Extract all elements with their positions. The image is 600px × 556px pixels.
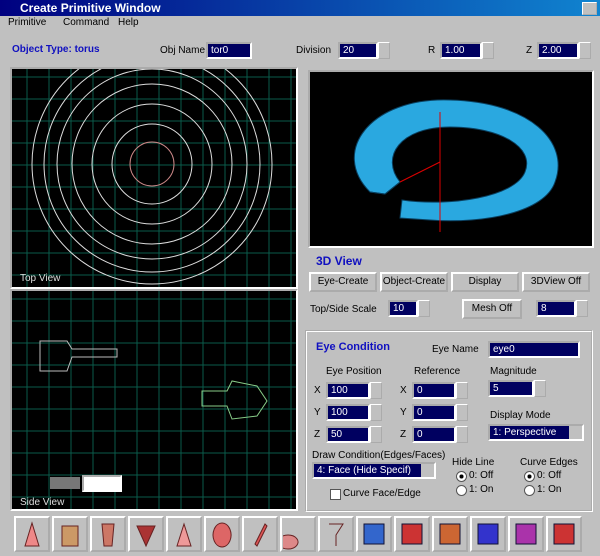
view-button[interactable]: Eye-Create: [309, 272, 377, 292]
reference-field[interactable]: 0: [412, 404, 456, 421]
tool-button[interactable]: [52, 516, 88, 552]
spin-button[interactable]: [370, 382, 382, 399]
spin-button[interactable]: [579, 42, 591, 59]
radio-label: 0: Off: [469, 470, 494, 481]
side-view-canvas: [12, 291, 296, 509]
r-field[interactable]: 1.00: [440, 42, 482, 59]
radio-label: 0: Off: [537, 470, 562, 481]
axis-label: X: [400, 385, 407, 396]
view-label: 3D View: [316, 254, 362, 268]
view-label: Side View: [20, 497, 65, 508]
axis-label: Y: [314, 407, 321, 418]
reference-field[interactable]: 0: [412, 382, 456, 399]
top-view-canvas: [12, 43, 296, 287]
spin-button[interactable]: [418, 300, 430, 317]
spin-button[interactable]: [534, 380, 546, 397]
eye-condition-panel: [305, 330, 593, 512]
axis-label: Z: [314, 429, 321, 440]
checkbox[interactable]: [330, 489, 341, 500]
spin-button[interactable]: [456, 404, 468, 421]
spin-button[interactable]: [482, 42, 494, 59]
tool-button[interactable]: [166, 516, 202, 552]
title-bar: Create Primitive Window: [0, 0, 600, 16]
window-title: Create Primitive Window: [20, 1, 161, 15]
label: Display Mode: [490, 410, 551, 421]
eye-name-field[interactable]: eye0: [488, 341, 580, 358]
label: Division: [296, 45, 332, 56]
radio-button[interactable]: [456, 471, 467, 482]
radio-button[interactable]: [456, 485, 467, 496]
label: Draw Condition(Edges/Faces): [312, 450, 446, 461]
radio-button[interactable]: [524, 471, 535, 482]
label: Magnitude: [490, 366, 537, 377]
magnitude-field[interactable]: 5: [488, 380, 534, 397]
tool-button[interactable]: [204, 516, 240, 552]
top-view[interactable]: Top View: [10, 43, 298, 289]
toolbar: [0, 514, 600, 554]
menu-item[interactable]: Primitive: [8, 17, 47, 28]
obj-name-field[interactable]: tor0: [206, 42, 252, 59]
spin-button[interactable]: [456, 426, 468, 443]
label: Reference: [414, 366, 461, 377]
draw-condition-dropdown[interactable]: 4: Face (Hide Specif): [312, 462, 436, 479]
eye-position-field[interactable]: 100: [326, 382, 370, 399]
object-type: Object Type: torus: [12, 44, 100, 55]
side-view[interactable]: Side View: [10, 289, 298, 511]
spin-button[interactable]: [576, 300, 588, 317]
3d-view[interactable]: [308, 70, 594, 248]
menu-item[interactable]: Help: [118, 17, 139, 28]
tool-button[interactable]: [242, 516, 278, 552]
tool-button[interactable]: [432, 516, 468, 552]
tool-button[interactable]: [394, 516, 430, 552]
spin-button[interactable]: [370, 426, 382, 443]
axis-label: Z: [400, 429, 407, 440]
label: Curve Edges: [520, 457, 578, 468]
tool-button[interactable]: [90, 516, 126, 552]
label: R: [428, 45, 436, 56]
axis-label: X: [314, 385, 321, 396]
view-button[interactable]: Display: [451, 272, 519, 292]
tool-button[interactable]: [508, 516, 544, 552]
tool-button[interactable]: [277, 516, 316, 552]
radio-label: 1: On: [469, 484, 494, 495]
menu-bar: Primitive Command Help: [0, 16, 600, 30]
menu-item[interactable]: Command: [63, 17, 110, 28]
label: Obj Name: [160, 45, 206, 56]
radio-button[interactable]: [524, 485, 535, 496]
z-field[interactable]: 2.00: [537, 42, 579, 59]
spin-button[interactable]: [378, 42, 390, 59]
tool-button[interactable]: [14, 516, 50, 552]
spin-button[interactable]: [370, 404, 382, 421]
eye-position-field[interactable]: 100: [326, 404, 370, 421]
checkbox-label: Curve Face/Edge: [343, 488, 421, 499]
section-title: Eye Condition: [316, 341, 390, 353]
division-field[interactable]: 20: [338, 42, 378, 59]
eye-position-field[interactable]: 50: [326, 426, 370, 443]
mesh-button[interactable]: Mesh Off: [462, 299, 522, 319]
close-button[interactable]: [582, 2, 597, 15]
reference-field[interactable]: 0: [412, 426, 456, 443]
label: Z: [526, 45, 533, 56]
tool-button[interactable]: [128, 516, 164, 552]
label: Eye Name: [432, 344, 479, 355]
view-button[interactable]: 3DView Off: [522, 272, 590, 292]
side-field[interactable]: [82, 475, 122, 492]
view-label: Top View: [20, 273, 61, 284]
label: Top/Side Scale: [310, 304, 377, 315]
scale-field[interactable]: 10: [388, 300, 418, 317]
radio-label: 1: On: [537, 484, 562, 495]
spin-button[interactable]: [456, 382, 468, 399]
3d-view-canvas: [353, 99, 559, 232]
display-mode-dropdown[interactable]: 1: Perspective: [488, 424, 584, 441]
view-button[interactable]: Object-Create: [380, 272, 448, 292]
label: Hide Line: [452, 457, 495, 468]
mesh-field[interactable]: 8: [536, 300, 576, 317]
label: Eye Position: [326, 366, 382, 377]
tool-button[interactable]: [318, 516, 354, 552]
tool-button[interactable]: [470, 516, 506, 552]
tool-button[interactable]: [546, 516, 582, 552]
tool-button[interactable]: [356, 516, 392, 552]
axis-label: Y: [400, 407, 407, 418]
